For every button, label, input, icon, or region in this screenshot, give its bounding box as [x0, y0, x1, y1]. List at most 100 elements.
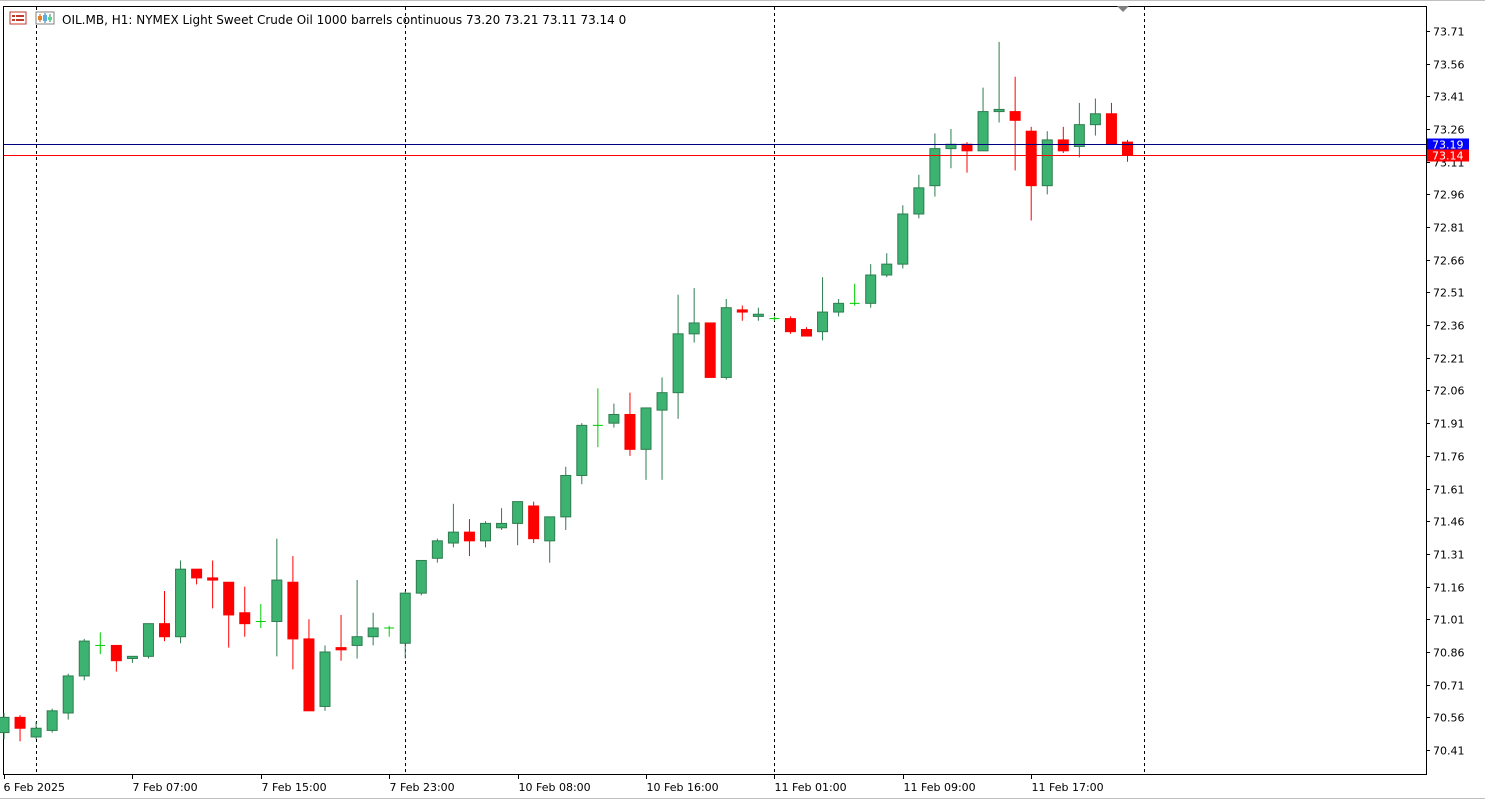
candle [544, 516, 556, 563]
candle [592, 388, 603, 448]
candle [720, 298, 732, 380]
candle [736, 305, 748, 321]
candle-body-bull [833, 302, 845, 313]
price-tick-label: 72.21 [1433, 353, 1465, 366]
candle-body-bull [30, 727, 42, 738]
price-tick-label: 71.31 [1433, 549, 1465, 562]
candle [191, 568, 203, 585]
candle [95, 632, 106, 655]
candle-body-bear [528, 505, 540, 540]
candle-body-bear [110, 644, 122, 662]
chart-type-icon[interactable] [35, 11, 55, 25]
time-tick-label: 11 Feb 17:00 [1032, 781, 1104, 794]
candle-body-bear [704, 322, 716, 378]
time-tick-label: 7 Feb 15:00 [262, 781, 327, 794]
candle-body-bull [720, 307, 732, 378]
candle [1025, 126, 1037, 221]
candle-body-bull [1089, 113, 1101, 126]
time-tick-label: 11 Feb 01:00 [775, 781, 847, 794]
candle [817, 277, 829, 341]
chart-header: OIL.MB, H1: NYMEX Light Sweet Crude Oil … [9, 11, 626, 27]
candle [351, 580, 363, 659]
candle [431, 538, 443, 563]
chart-shift-marker[interactable] [1117, 6, 1129, 12]
candle [656, 377, 668, 480]
price-tick-label: 71.76 [1433, 451, 1465, 464]
candle [608, 403, 620, 428]
price-tick-label: 71.16 [1433, 582, 1465, 595]
candle [528, 501, 540, 544]
candle-body-bear [159, 623, 170, 638]
candle [1009, 76, 1021, 171]
price-tick-label: 72.06 [1433, 385, 1465, 398]
candle [0, 712, 10, 740]
candle [688, 288, 700, 343]
candle [993, 41, 1005, 123]
candle-body-bull [126, 655, 138, 660]
candle-body-bear [463, 531, 475, 542]
candle [849, 283, 860, 306]
candle-body-bull [913, 187, 925, 215]
price-tick-label: 72.36 [1433, 320, 1465, 333]
candle [1057, 126, 1069, 153]
candle [913, 174, 925, 219]
candle [78, 638, 90, 681]
candle [207, 560, 219, 609]
candle [897, 205, 909, 269]
candle [624, 392, 636, 456]
candle [463, 519, 475, 557]
price-tick-label: 71.91 [1433, 418, 1465, 431]
candle-body-bear [1105, 113, 1117, 145]
time-axis: 6 Feb 2025 7 Feb 07:00 7 Feb 15:00 7 Feb 23… [4, 774, 1104, 794]
candle [1041, 131, 1053, 195]
price-axis: 73.7173.5673.4173.2673.1172.9672.8172.66… [1426, 26, 1465, 758]
candle [704, 322, 716, 378]
candle [801, 327, 812, 337]
candle-body-bear [624, 413, 636, 450]
time-tick-label: 6 Feb 2025 [4, 781, 65, 794]
time-tick-label: 11 Feb 09:00 [904, 781, 976, 794]
candle [223, 581, 235, 648]
candle [752, 307, 764, 321]
candle-body-bull [496, 522, 508, 529]
candle [239, 586, 251, 637]
candle [640, 407, 652, 480]
candle-body-bull [271, 579, 283, 622]
price-tick-label: 72.96 [1433, 189, 1465, 202]
candle-body-bull [656, 392, 668, 411]
candle [30, 721, 42, 740]
candle [512, 501, 524, 546]
candle-body-bear [14, 716, 26, 729]
candle [1073, 102, 1085, 158]
time-tick-label: 10 Feb 16:00 [647, 781, 719, 794]
candle [560, 466, 572, 530]
candle-body-bull [576, 424, 588, 476]
candle [833, 298, 845, 317]
candle-body-bull [560, 474, 572, 518]
candle-body-bear [303, 638, 315, 712]
price-tick-label: 70.41 [1433, 745, 1465, 758]
candle [110, 644, 122, 672]
candle-body-bull [544, 516, 556, 542]
candle [1089, 98, 1101, 136]
candle-body-bull [993, 108, 1005, 113]
candle [977, 87, 989, 152]
chart-list-icon[interactable] [9, 11, 27, 25]
candle [769, 316, 780, 321]
candle-body-bull [0, 716, 10, 734]
candle [929, 133, 941, 197]
candle-body-bear [1025, 130, 1037, 187]
candle [415, 559, 427, 596]
candle-body-bull [752, 313, 764, 317]
price-tick-label: 73.26 [1433, 124, 1465, 137]
ask-price-label: 73.14 [1432, 150, 1464, 163]
candle-body-bull [608, 413, 620, 424]
candle-body-bull [319, 651, 331, 707]
candle [576, 423, 588, 485]
price-tick-label: 70.86 [1433, 647, 1465, 660]
candle-body-bull [480, 522, 491, 542]
candle-body-bull [62, 675, 74, 714]
